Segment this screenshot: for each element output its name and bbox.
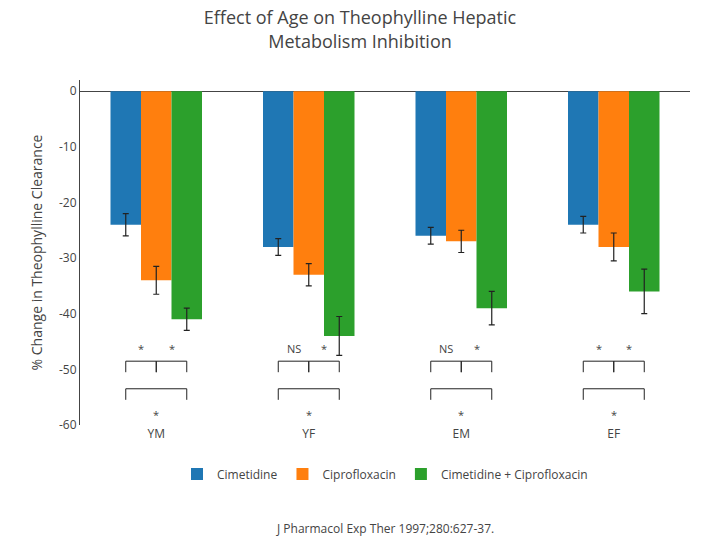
svg-text:Cimetidine + Ciprofloxacin: Cimetidine + Ciprofloxacin [441,466,588,483]
svg-text:-30: -30 [59,249,77,266]
svg-text:NS: NS [439,341,453,356]
svg-text:NS: NS [287,341,301,356]
svg-text:*: * [596,341,602,356]
svg-text:-50: -50 [59,361,77,378]
svg-text:Ciprofloxacin: Ciprofloxacin [322,466,395,483]
svg-text:YM: YM [147,425,165,442]
svg-text:J Pharmacol Exp Ther 1997;280:: J Pharmacol Exp Ther 1997;280:627-37. [276,520,494,537]
svg-text:*: * [626,341,632,356]
svg-text:*: * [153,407,159,422]
svg-text:% Change in Theophylline Clear: % Change in Theophylline Clearance [27,134,46,370]
svg-text:-60: -60 [59,416,77,433]
svg-text:*: * [138,341,144,356]
svg-text:0: 0 [70,82,77,99]
svg-text:EF: EF [607,425,620,442]
svg-text:Cimetidine: Cimetidine [217,466,277,483]
svg-text:*: * [306,407,312,422]
svg-text:*: * [169,341,175,356]
svg-text:EM: EM [453,425,470,442]
svg-text:*: * [611,407,617,422]
svg-text:*: * [474,341,480,356]
svg-text:Effect of Age on Theophylline: Effect of Age on Theophylline HepaticMet… [204,5,517,52]
svg-text:-10: -10 [59,138,77,155]
svg-text:*: * [458,407,464,422]
svg-text:YF: YF [302,425,315,442]
svg-text:-40: -40 [59,305,77,322]
svg-text:*: * [321,341,327,356]
svg-text:-20: -20 [59,194,77,211]
